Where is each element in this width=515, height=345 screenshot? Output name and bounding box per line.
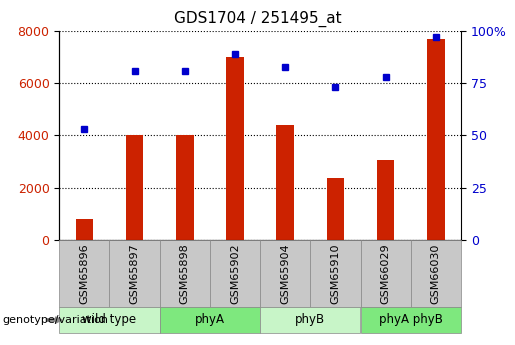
Text: GSM66030: GSM66030 (431, 243, 441, 304)
Bar (327, 178, 344, 240)
Bar (427, 39, 444, 240)
Bar (176, 136, 194, 240)
Text: GSM65910: GSM65910 (331, 243, 340, 304)
Text: genotype/variation: genotype/variation (3, 315, 109, 325)
Text: GSM65904: GSM65904 (280, 243, 290, 304)
Text: GSM65896: GSM65896 (79, 243, 89, 304)
Text: GSM65898: GSM65898 (180, 243, 190, 304)
Text: GSM65897: GSM65897 (130, 243, 140, 304)
Text: phyB: phyB (295, 314, 325, 326)
Text: GDS1704 / 251495_at: GDS1704 / 251495_at (174, 10, 341, 27)
Text: phyA: phyA (195, 314, 225, 326)
Bar (76, 219, 93, 240)
Text: phyA phyB: phyA phyB (379, 314, 443, 326)
Text: wild type: wild type (82, 314, 136, 326)
Bar (126, 136, 143, 240)
Text: GSM66029: GSM66029 (381, 243, 390, 304)
Bar (377, 160, 394, 240)
Bar (277, 125, 294, 240)
Bar (226, 57, 244, 240)
Text: GSM65902: GSM65902 (230, 243, 240, 304)
